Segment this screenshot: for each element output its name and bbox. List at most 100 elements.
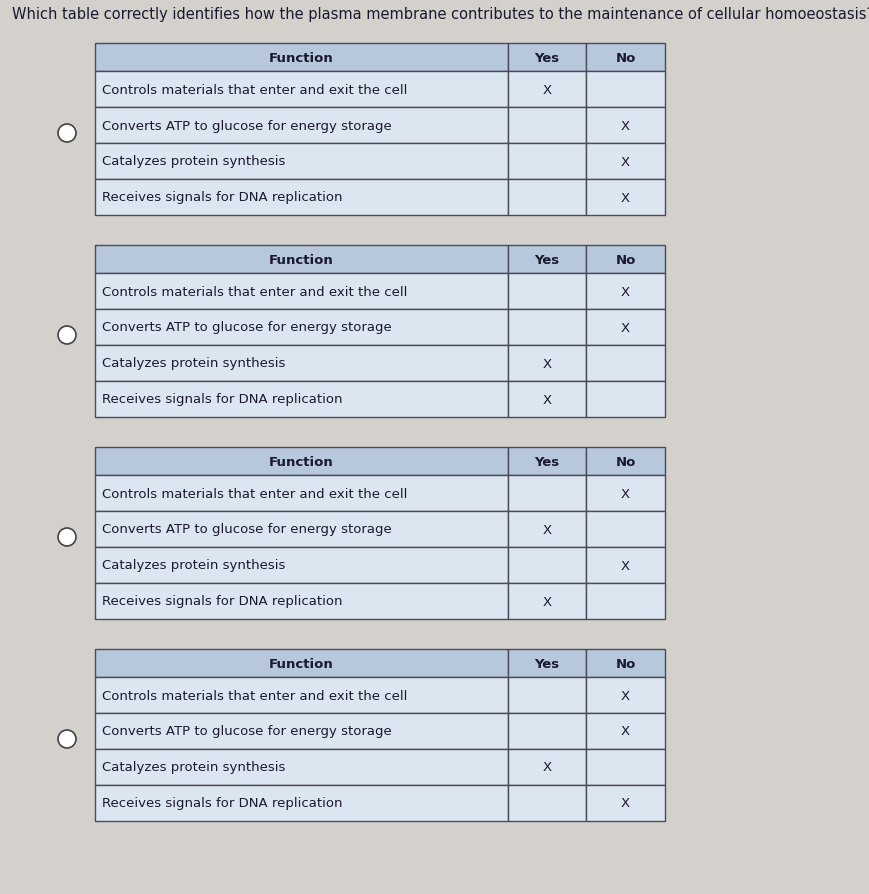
Bar — [95, 246, 507, 274]
Text: Converts ATP to glucose for energy storage: Converts ATP to glucose for energy stora… — [102, 523, 391, 536]
Text: X: X — [541, 761, 551, 773]
Bar — [586, 108, 664, 144]
Circle shape — [58, 326, 76, 344]
Text: Catalyzes protein synthesis: Catalyzes protein synthesis — [102, 761, 285, 773]
Text: X: X — [620, 725, 629, 738]
Text: Receives signals for DNA replication: Receives signals for DNA replication — [102, 191, 342, 204]
Text: X: X — [620, 321, 629, 334]
Bar — [95, 144, 507, 180]
Text: Catalyzes protein synthesis: Catalyzes protein synthesis — [102, 357, 285, 370]
Bar — [586, 44, 664, 72]
Text: Converts ATP to glucose for energy storage: Converts ATP to glucose for energy stora… — [102, 321, 391, 334]
Text: X: X — [620, 559, 629, 572]
Text: Controls materials that enter and exit the cell: Controls materials that enter and exit t… — [102, 688, 407, 702]
Bar — [586, 749, 664, 785]
Bar — [95, 72, 507, 108]
Text: Which table correctly identifies how the plasma membrane contributes to the main: Which table correctly identifies how the… — [12, 7, 869, 22]
Bar — [507, 649, 586, 678]
Text: Converts ATP to glucose for energy storage: Converts ATP to glucose for energy stora… — [102, 725, 391, 738]
Bar — [95, 649, 507, 678]
Text: Converts ATP to glucose for energy storage: Converts ATP to glucose for energy stora… — [102, 120, 391, 132]
Text: X: X — [541, 83, 551, 97]
Bar — [507, 246, 586, 274]
Text: Function: Function — [269, 657, 334, 670]
Text: X: X — [620, 120, 629, 132]
Bar — [586, 476, 664, 511]
Text: X: X — [620, 797, 629, 810]
Bar — [507, 584, 586, 620]
Bar — [507, 346, 586, 382]
Bar — [507, 749, 586, 785]
Bar — [586, 309, 664, 346]
Bar — [586, 382, 664, 417]
Text: Yes: Yes — [534, 657, 559, 670]
Text: Catalyzes protein synthesis: Catalyzes protein synthesis — [102, 559, 285, 572]
Bar — [95, 382, 507, 417]
Bar — [586, 547, 664, 584]
Bar — [507, 511, 586, 547]
Bar — [507, 144, 586, 180]
Bar — [586, 785, 664, 821]
Bar — [95, 476, 507, 511]
Bar — [507, 180, 586, 215]
Text: X: X — [620, 688, 629, 702]
Bar — [507, 785, 586, 821]
Text: Controls materials that enter and exit the cell: Controls materials that enter and exit t… — [102, 285, 407, 299]
Bar — [586, 180, 664, 215]
Bar — [95, 511, 507, 547]
Bar — [586, 144, 664, 180]
Bar — [586, 346, 664, 382]
Bar — [95, 309, 507, 346]
Bar — [507, 547, 586, 584]
Bar — [586, 274, 664, 309]
Text: Function: Function — [269, 253, 334, 266]
Bar — [507, 274, 586, 309]
Text: Receives signals for DNA replication: Receives signals for DNA replication — [102, 393, 342, 406]
Text: X: X — [541, 595, 551, 608]
Text: Controls materials that enter and exit the cell: Controls materials that enter and exit t… — [102, 83, 407, 97]
Bar — [95, 44, 507, 72]
Bar — [507, 382, 586, 417]
Bar — [586, 511, 664, 547]
Text: No: No — [614, 455, 635, 468]
Bar — [586, 72, 664, 108]
Text: Yes: Yes — [534, 52, 559, 64]
Text: X: X — [620, 487, 629, 500]
Text: Function: Function — [269, 52, 334, 64]
Text: X: X — [541, 523, 551, 536]
Bar — [95, 180, 507, 215]
Bar — [95, 584, 507, 620]
Bar — [586, 448, 664, 476]
Bar — [586, 584, 664, 620]
Bar — [507, 72, 586, 108]
Circle shape — [58, 730, 76, 748]
Circle shape — [58, 125, 76, 143]
Bar — [95, 785, 507, 821]
Bar — [95, 713, 507, 749]
Text: X: X — [541, 357, 551, 370]
Text: Yes: Yes — [534, 455, 559, 468]
Bar — [507, 44, 586, 72]
Bar — [586, 649, 664, 678]
Text: Catalyzes protein synthesis: Catalyzes protein synthesis — [102, 156, 285, 168]
Text: Receives signals for DNA replication: Receives signals for DNA replication — [102, 797, 342, 810]
Bar — [95, 448, 507, 476]
Bar — [507, 108, 586, 144]
Bar — [507, 309, 586, 346]
Text: No: No — [614, 52, 635, 64]
Bar — [586, 678, 664, 713]
Bar — [507, 678, 586, 713]
Text: Controls materials that enter and exit the cell: Controls materials that enter and exit t… — [102, 487, 407, 500]
Text: X: X — [620, 285, 629, 299]
Bar — [95, 346, 507, 382]
Bar — [507, 713, 586, 749]
Text: X: X — [541, 393, 551, 406]
Text: No: No — [614, 657, 635, 670]
Text: X: X — [620, 156, 629, 168]
Bar — [95, 274, 507, 309]
Bar — [95, 547, 507, 584]
Bar — [507, 476, 586, 511]
Bar — [95, 749, 507, 785]
Text: X: X — [620, 191, 629, 204]
Bar — [586, 713, 664, 749]
